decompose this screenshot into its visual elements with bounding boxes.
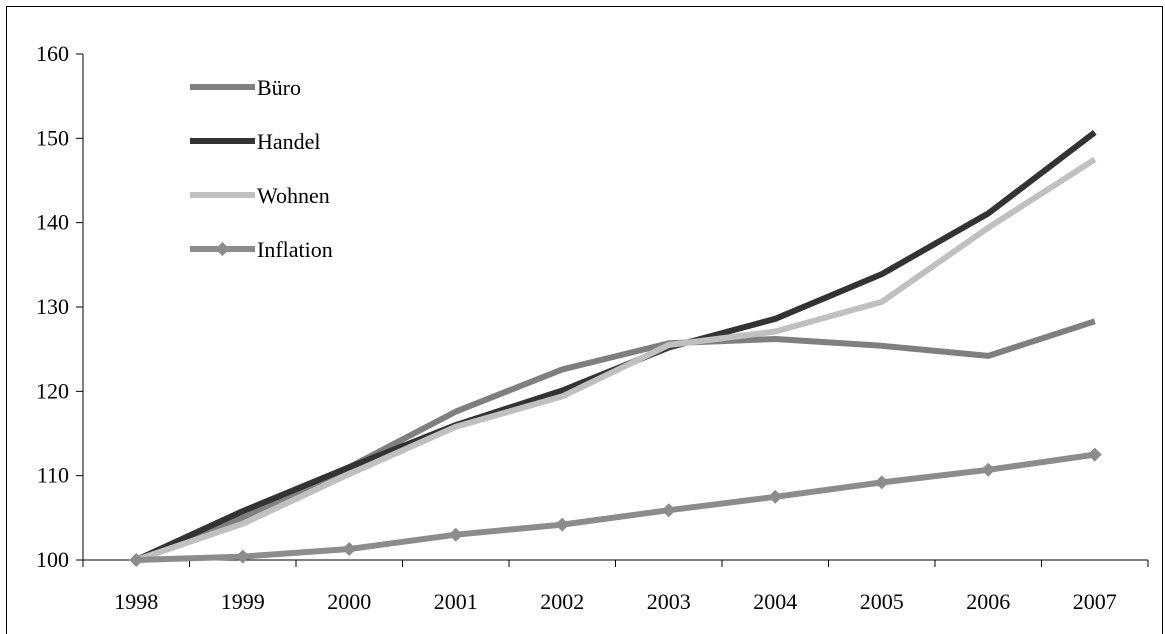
data-point-inflation [661,503,676,518]
series-line-wohnen [135,156,1097,563]
data-point-inflation [129,553,144,567]
x-tick-label: 2007 [1073,589,1117,614]
x-tick-label: 2006 [966,589,1010,614]
data-point-inflation [981,462,996,477]
legend-marker-inflation [215,242,230,256]
series-layer [129,130,1102,567]
data-point-inflation [342,542,357,557]
x-tick-label: 1998 [114,589,158,614]
data-point-inflation [874,475,889,490]
y-tick-label: 130 [36,294,69,319]
axes: 100 110 120 130 140 150 160 1998 1999 2000 2001 200… [36,41,1149,614]
series-line-b-ro [135,318,1096,563]
data-point-inflation [555,517,570,532]
y-tick-label: 100 [36,547,69,572]
data-point-inflation [448,527,463,542]
y-tick-label: 160 [36,41,69,66]
y-tick-label: 150 [36,125,69,150]
x-tick-label: 2003 [647,589,691,614]
legend-label-handel: Handel [257,129,321,154]
legend-label-inflation: Inflation [257,237,333,262]
x-tick-label: 2001 [434,589,478,614]
legend: Büro Handel Wohnen Inflation [190,75,333,262]
y-tick-label: 110 [37,463,69,488]
series-line-inflation [136,451,1096,563]
data-point-inflation [1087,447,1102,462]
data-point-inflation [768,489,783,504]
chart-frame [6,6,1163,634]
x-tick-label: 2000 [327,589,371,614]
x-tick-label: 2005 [860,589,904,614]
x-tick-label: 2002 [540,589,584,614]
x-tick-label: 2004 [753,589,797,614]
legend-label-b-ro: Büro [257,75,301,100]
y-tick-label: 120 [36,378,69,403]
data-point-inflation [235,549,250,564]
y-tick-label: 140 [36,210,69,235]
legend-label-wohnen: Wohnen [257,183,330,208]
x-tick-label: 1999 [221,589,265,614]
